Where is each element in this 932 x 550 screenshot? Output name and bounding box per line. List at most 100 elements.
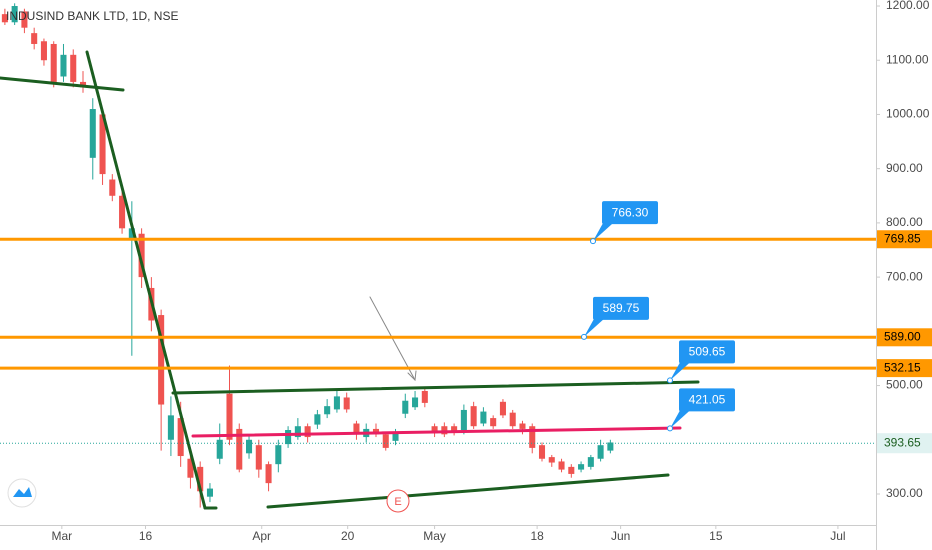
- x-tick-label: Jun: [611, 529, 630, 543]
- candle-body: [578, 464, 585, 470]
- y-tick-label: 900.00: [886, 161, 923, 175]
- y-tick-label: 500.00: [886, 378, 923, 392]
- callout-anchor: [581, 333, 587, 340]
- y-tick-label: 800.00: [886, 215, 923, 229]
- candle-body: [470, 406, 477, 427]
- x-tick-label: 15: [709, 529, 723, 543]
- candle-body: [568, 466, 575, 474]
- price-label-bg: [877, 328, 932, 347]
- price-label: 532.15: [884, 360, 921, 374]
- overlay: 769.85 589.00 532.15 393.65 766.30 589.75 509.…: [0, 201, 932, 513]
- callout-pointer: [670, 362, 690, 381]
- x-tick-label: 20: [341, 529, 355, 543]
- candle-body: [490, 418, 497, 427]
- y-tick-label: 300.00: [886, 486, 923, 500]
- candle-body: [275, 445, 282, 465]
- candle-body: [70, 54, 77, 82]
- candle-body: [441, 426, 448, 435]
- candle-body: [451, 426, 458, 433]
- candle-body: [607, 442, 614, 451]
- candle-body: [99, 114, 106, 175]
- candle-body: [460, 409, 467, 431]
- drawings: [0, 50, 700, 510]
- callout-pointer: [593, 223, 613, 242]
- candle-body: [89, 109, 96, 158]
- candle-body: [21, 11, 28, 28]
- candle-body: [177, 418, 184, 457]
- arrow-head: [407, 370, 417, 382]
- candle-body: [255, 445, 262, 470]
- callout-pointer: [670, 410, 690, 429]
- callout-label: 421.05: [689, 393, 726, 407]
- candle-body: [314, 414, 321, 425]
- candle-body: [265, 464, 272, 484]
- candle-body: [382, 434, 389, 448]
- candle-body: [343, 397, 350, 410]
- candle-body: [519, 423, 526, 429]
- candle-body: [226, 393, 233, 440]
- candle-body: [333, 396, 340, 410]
- candle-body: [587, 457, 594, 467]
- candle-body: [187, 458, 194, 478]
- candle-body: [216, 439, 223, 459]
- candle-body: [324, 406, 331, 415]
- candle-body: [480, 411, 487, 424]
- event-marker-label: E: [394, 496, 401, 508]
- callout-pointer: [584, 318, 604, 337]
- trend-line: [0, 76, 125, 92]
- callout-label: 509.65: [689, 344, 726, 358]
- candle-body: [158, 315, 165, 405]
- trend-line: [171, 380, 700, 395]
- last-price-bg: [877, 433, 932, 454]
- candle-body: [304, 426, 311, 438]
- callout-box: [602, 201, 658, 225]
- last-price-label: 393.65: [884, 435, 921, 449]
- candle-body: [353, 423, 360, 435]
- x-tick-label: Apr: [252, 529, 271, 543]
- candle-body: [529, 426, 536, 448]
- candle-body: [402, 400, 409, 414]
- y-tick-label: 1100.00: [886, 52, 929, 66]
- candle-body: [11, 6, 18, 23]
- candle-body: [167, 415, 174, 440]
- horizontal-ray: [191, 426, 682, 438]
- x-tick-label: 18: [530, 529, 544, 543]
- candle-body: [548, 457, 555, 463]
- chart-title: INDUSIND BANK LTD, 1D, NSE: [6, 9, 178, 23]
- candle-body: [412, 397, 419, 408]
- candle-body: [421, 390, 428, 403]
- candle-body: [40, 41, 47, 61]
- callout-box: [679, 340, 735, 364]
- candle-body: [60, 54, 67, 77]
- candle-body: [128, 228, 135, 240]
- price-label: 769.85: [884, 231, 921, 245]
- candle-body: [285, 430, 292, 445]
- candle-body: [294, 426, 301, 438]
- candle-body: [236, 428, 243, 470]
- event-marker: [386, 489, 410, 513]
- y-tick-label: 1000.00: [886, 107, 930, 121]
- candle-body: [246, 439, 253, 454]
- candle-body: [558, 461, 565, 470]
- candle-body: [206, 488, 213, 497]
- x-tick-label: Jul: [830, 529, 845, 543]
- candle-body: [197, 466, 204, 492]
- candle-body: [31, 33, 38, 44]
- candle-body: [50, 43, 57, 82]
- callout-label: 766.30: [612, 205, 649, 219]
- candle-body: [499, 401, 506, 416]
- price-label-bg: [877, 230, 932, 249]
- candle-body: [392, 431, 399, 441]
- candle-body: [538, 445, 546, 459]
- trend-line: [85, 50, 207, 510]
- callout-label: 589.75: [603, 301, 640, 315]
- y-tick-label: 1200.00: [886, 0, 930, 12]
- candle-body: [138, 233, 145, 278]
- callout-anchor: [667, 377, 673, 384]
- candle-body: [597, 445, 604, 459]
- callout-box: [679, 388, 735, 412]
- x-tick-label: May: [423, 529, 446, 543]
- candle-body: [431, 426, 438, 434]
